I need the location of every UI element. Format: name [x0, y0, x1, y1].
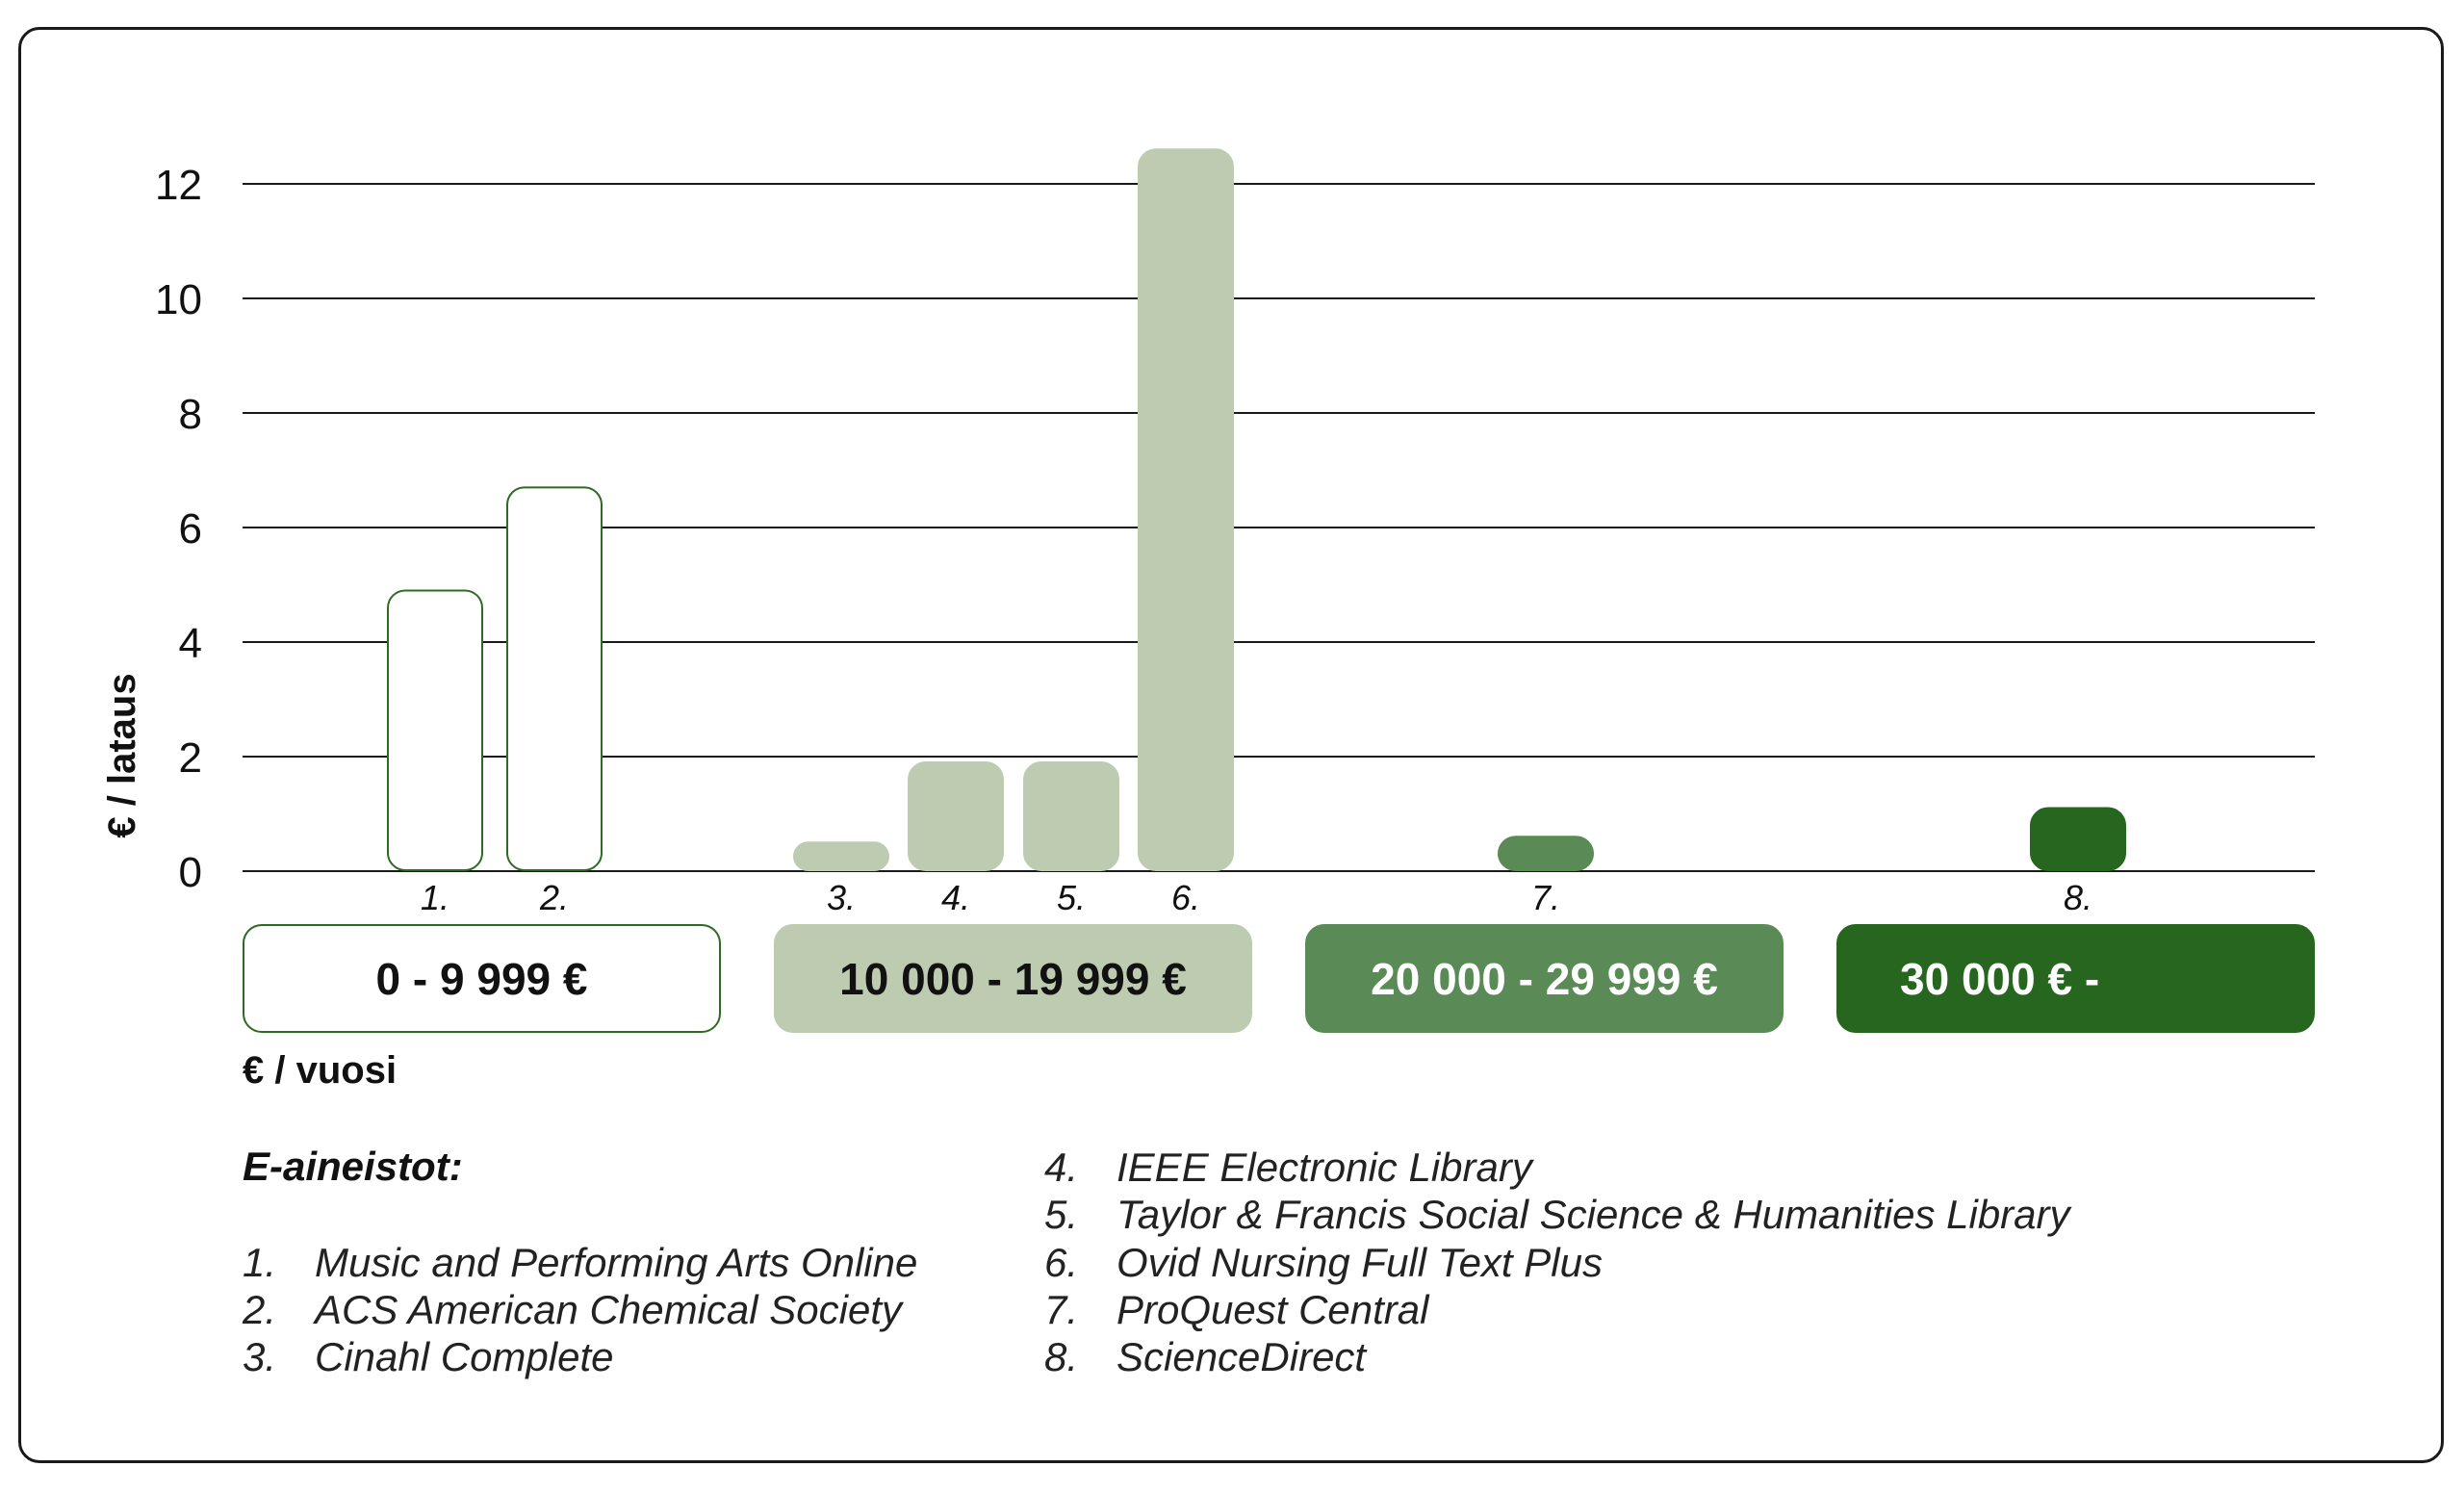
bar-2 [506, 486, 603, 871]
legend-title: E-aineistot: [243, 1144, 463, 1189]
legend-item-number: 2. [243, 1287, 277, 1332]
y-tick-label: 12 [155, 162, 202, 209]
price-range-label: 10 000 - 19 999 € [839, 953, 1187, 1004]
legend-item-number: 3. [243, 1334, 277, 1379]
legend-item: 4. IEEE Electronic Library [1044, 1145, 1532, 1191]
x-axis-label: € / vuosi [243, 1049, 398, 1092]
price-range-10000-19999: 10 000 - 19 999 € [774, 924, 1252, 1033]
legend-item-number: 4. [1044, 1145, 1079, 1190]
price-range-0-9999: 0 - 9 999 € [243, 924, 721, 1033]
bar-7 [1498, 836, 1594, 871]
x-tick-label: 2. [539, 878, 569, 917]
legend-item: 6. Ovid Nursing Full Text Plus [1044, 1240, 1603, 1286]
chart-frame [18, 27, 2444, 1463]
bar-3 [793, 841, 889, 871]
price-range-30000-plus: 30 000 € - [1836, 924, 2315, 1033]
legend-item-number: 5. [1044, 1192, 1079, 1237]
price-range-20000-29999: 20 000 - 29 999 € [1305, 924, 1784, 1033]
y-tick-label: 4 [179, 620, 202, 667]
y-axis-ticks: 0 2 4 6 8 10 12 [155, 162, 202, 896]
x-axis-ticks: 1. 2. 3. 4. 5. 6. 7. 8. [421, 878, 2092, 917]
y-tick-label: 0 [179, 849, 202, 896]
bars [387, 148, 2126, 872]
x-tick-label: 4. [941, 878, 970, 917]
bar-8 [2030, 807, 2126, 871]
price-range-label: 20 000 - 29 999 € [1371, 953, 1718, 1004]
legend-item-name: IEEE Electronic Library [1116, 1145, 1532, 1190]
price-range-label: 30 000 € - [1900, 953, 2100, 1004]
legend-item-number: 1. [243, 1240, 277, 1285]
legend-item: 7. ProQuest Central [1044, 1287, 1428, 1333]
legend-item-name: Music and Performing Arts Online [315, 1240, 918, 1285]
legend-item: 5. Taylor & Francis Social Science & Huma… [1044, 1192, 2070, 1238]
bar-6 [1138, 148, 1234, 872]
y-tick-label: 10 [155, 276, 202, 323]
legend-item: 8. ScienceDirect [1044, 1334, 1366, 1380]
x-tick-label: 5. [1057, 878, 1086, 917]
x-tick-label: 7. [1531, 878, 1560, 917]
y-tick-label: 8 [179, 391, 202, 438]
y-axis-label: € / lataus [101, 673, 143, 837]
bar-4 [908, 760, 1004, 872]
legend-item-name: ACS American Chemical Society [315, 1287, 902, 1332]
legend-item-name: Cinahl Complete [315, 1334, 614, 1379]
x-tick-label: 3. [827, 878, 856, 917]
price-range-label: 0 - 9 999 € [375, 953, 588, 1004]
legend-item: 2. ACS American Chemical Society [243, 1287, 902, 1333]
legend-item: 3. Cinahl Complete [243, 1334, 614, 1380]
legend-item: 1. Music and Performing Arts Online [243, 1240, 917, 1286]
x-tick-label: 8. [2064, 878, 2092, 917]
x-tick-label: 1. [421, 878, 449, 917]
bar-1 [387, 589, 483, 871]
legend-item-number: 6. [1044, 1240, 1079, 1285]
legend-item-number: 7. [1044, 1287, 1079, 1332]
bar-5 [1023, 760, 1119, 872]
legend-item-number: 8. [1044, 1334, 1079, 1379]
legend-item-name: Ovid Nursing Full Text Plus [1116, 1240, 1603, 1285]
legend-item-name: ScienceDirect [1116, 1334, 1367, 1379]
legend-item-name: ProQuest Central [1116, 1287, 1429, 1332]
legend-item-name: Taylor & Francis Social Science & Humani… [1116, 1192, 2070, 1237]
y-tick-label: 6 [179, 505, 202, 553]
y-tick-label: 2 [179, 734, 202, 782]
x-tick-label: 6. [1171, 878, 1200, 917]
